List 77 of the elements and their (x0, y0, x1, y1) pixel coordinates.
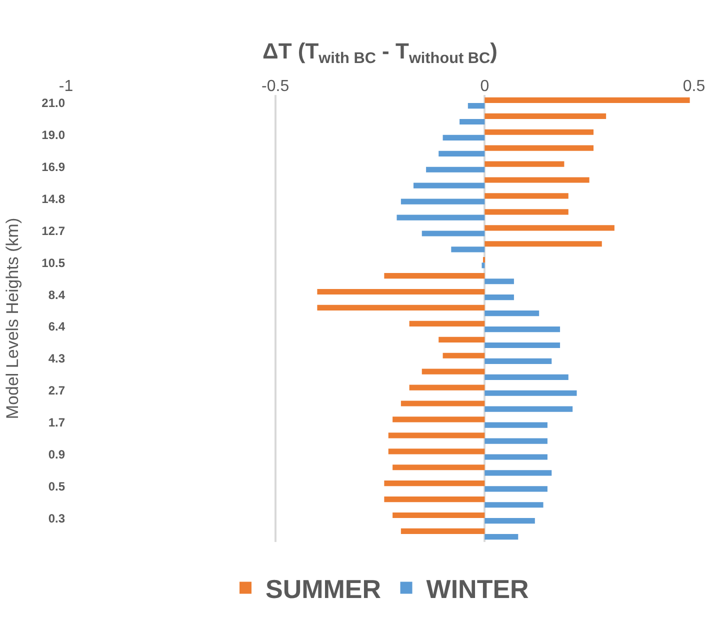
bar (484, 129, 594, 135)
x-tick-label: 0 (480, 78, 490, 95)
y-tick-label: 6.4 (48, 320, 66, 334)
bar (438, 336, 485, 342)
y-tick-label: 0.3 (48, 511, 66, 526)
legend-label: SUMMER (266, 574, 382, 604)
bar (468, 102, 485, 109)
bar (400, 198, 485, 204)
bar (484, 177, 590, 183)
bar (384, 273, 485, 279)
y-tick-label: 21.0 (42, 96, 66, 110)
bar (400, 528, 485, 534)
y-tick-label: 14.8 (42, 192, 66, 206)
y-tick-label: 2.7 (48, 384, 66, 398)
y-tick-label: 0.9 (48, 447, 66, 462)
bar (484, 422, 548, 428)
bar (388, 448, 485, 454)
bar (451, 246, 485, 252)
bar (484, 241, 602, 247)
bar (413, 182, 485, 188)
y-tick-label: 12.7 (42, 224, 66, 238)
x-tick-label: -0.5 (262, 78, 290, 95)
bar (442, 134, 485, 140)
bar (484, 145, 594, 151)
bar (484, 310, 540, 316)
bar (392, 416, 485, 422)
bar (422, 368, 485, 374)
bar (484, 326, 560, 332)
y-tick-label: 0.5 (48, 479, 66, 494)
y-tick-label: 8.4 (48, 288, 66, 302)
bar (422, 230, 485, 236)
bar (484, 294, 514, 300)
bar (484, 534, 518, 540)
bar (384, 496, 485, 502)
bar (317, 288, 485, 295)
bar (484, 358, 552, 364)
bar (484, 438, 548, 444)
bar (438, 150, 485, 156)
bar (392, 464, 485, 470)
y-tick-label: 19.0 (42, 128, 66, 142)
y-tick-label: 4.3 (48, 352, 66, 366)
bar (484, 97, 690, 103)
bar (396, 214, 485, 220)
legend-label: WINTER (426, 574, 530, 604)
bar (460, 118, 485, 125)
bar (484, 225, 614, 231)
y-axis-title: Model Levels Heights (km) (3, 218, 22, 420)
bar (442, 352, 485, 358)
bar (388, 432, 485, 438)
bar (484, 278, 514, 284)
bar (384, 480, 485, 486)
bar (484, 406, 573, 412)
bar (484, 113, 606, 119)
bar (484, 209, 568, 215)
bar (484, 502, 544, 508)
x-axis-title: ΔT (T$_{with BC}$ - T$_{without BC}$) (262, 38, 498, 68)
y-tick-label: 16.9 (42, 160, 66, 174)
x-tick-label: 0.5 (682, 78, 706, 95)
bar (484, 518, 535, 524)
bar (409, 384, 485, 390)
bar (484, 161, 564, 167)
bar (484, 486, 548, 492)
bar (426, 166, 485, 172)
bar (484, 193, 568, 199)
bar (400, 400, 485, 406)
bar (482, 262, 485, 268)
bar (484, 454, 548, 460)
bar (317, 304, 485, 311)
bar (484, 374, 568, 380)
bar (484, 470, 552, 476)
x-tick-label: -1 (58, 78, 74, 95)
y-tick-label: 10.5 (42, 256, 66, 270)
bar (484, 342, 560, 348)
bar (392, 512, 485, 518)
y-tick-label: 1.7 (48, 415, 66, 430)
bar (409, 320, 485, 326)
bar (484, 390, 577, 396)
